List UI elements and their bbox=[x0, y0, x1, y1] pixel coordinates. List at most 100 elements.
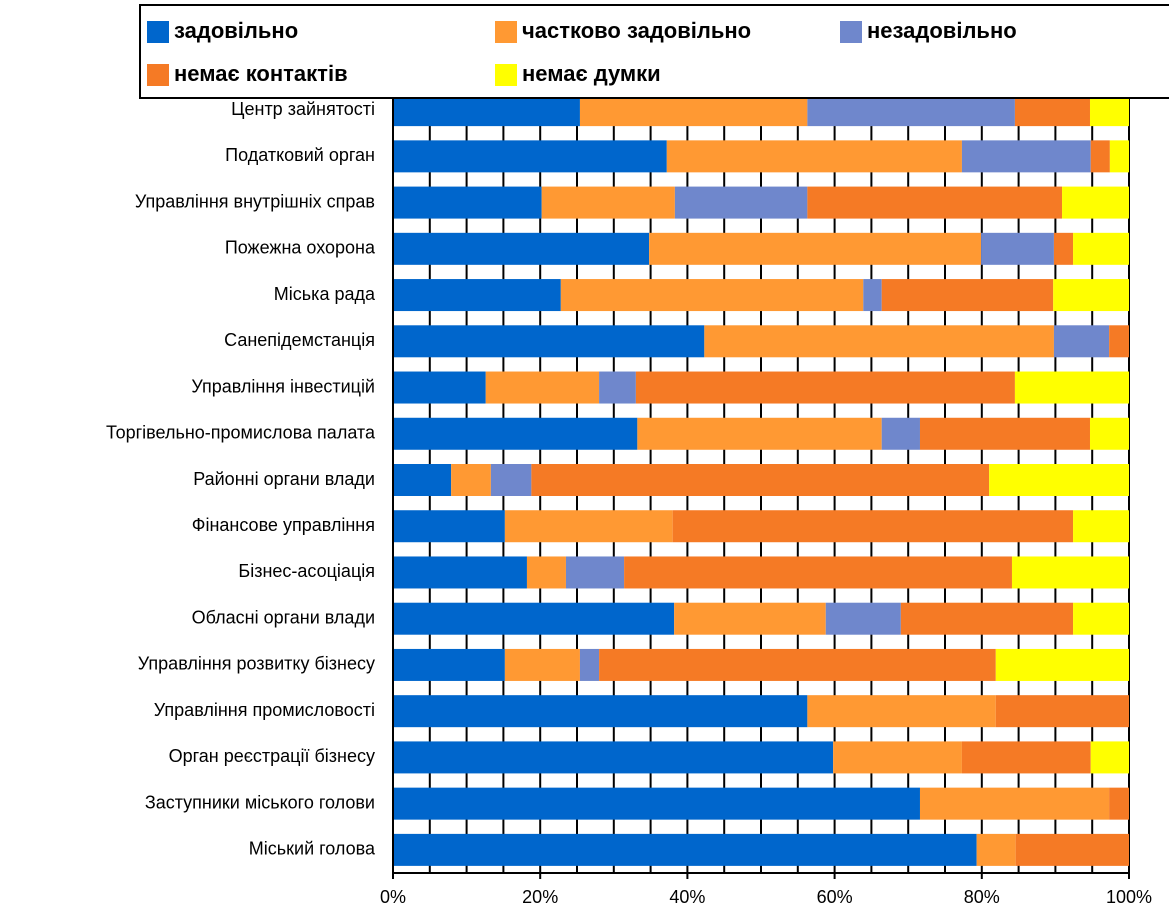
bar-segment bbox=[504, 510, 673, 543]
y-tick-label: Обласні органи влади bbox=[192, 607, 375, 627]
y-tick-label: Міська рада bbox=[274, 284, 376, 304]
bar-segment bbox=[393, 325, 705, 358]
bar-segment bbox=[1014, 94, 1090, 127]
y-tick-label: Пожежна охорона bbox=[225, 238, 376, 258]
bar-segment bbox=[485, 371, 600, 404]
bar-segment bbox=[393, 140, 667, 173]
bar-segment bbox=[981, 232, 1054, 265]
bar-segment bbox=[961, 140, 1091, 173]
bar-segment bbox=[672, 510, 1074, 543]
bar-segment bbox=[393, 417, 638, 450]
bar-segment bbox=[1109, 140, 1129, 173]
y-tick-label: Фінансове управління bbox=[192, 515, 375, 535]
bar-segment bbox=[1015, 833, 1129, 866]
y-tick-label: Торгівельно-промислова палата bbox=[106, 423, 376, 443]
bar-segment bbox=[526, 556, 566, 589]
bar-segment bbox=[961, 741, 1091, 774]
bar-segment bbox=[393, 556, 527, 589]
legend-box bbox=[139, 4, 1169, 99]
y-tick-label: Бізнес-асоціація bbox=[238, 561, 375, 581]
bar-segment bbox=[393, 787, 920, 820]
bar-segment bbox=[393, 371, 486, 404]
y-tick-label: Орган реєстрації бізнесу bbox=[169, 746, 375, 766]
y-tick-label: Районні органи влади bbox=[193, 469, 375, 489]
bar-segment bbox=[579, 94, 808, 127]
bar-segment bbox=[393, 741, 834, 774]
bar-segment bbox=[635, 371, 1015, 404]
bar-segment bbox=[649, 232, 982, 265]
bar-segment bbox=[1109, 325, 1129, 358]
bar-segment bbox=[599, 371, 636, 404]
bar-segment bbox=[393, 602, 675, 635]
bar-segment bbox=[863, 279, 882, 312]
bar-segment bbox=[393, 695, 808, 728]
x-tick-label: 100% bbox=[1106, 887, 1152, 907]
bar-segment bbox=[1053, 279, 1129, 312]
bar-segment bbox=[919, 417, 1090, 450]
bar-segment bbox=[1053, 325, 1110, 358]
legend-swatch bbox=[840, 21, 862, 43]
bar-segment bbox=[393, 510, 505, 543]
legend-label: немає контактів bbox=[174, 61, 348, 86]
y-tick-label: Управління інвестицій bbox=[191, 376, 375, 396]
bar-segment bbox=[833, 741, 962, 774]
bar-segment bbox=[1014, 371, 1129, 404]
legend-swatch bbox=[147, 64, 169, 86]
bar-segment bbox=[704, 325, 1054, 358]
bar-segment bbox=[393, 279, 561, 312]
bar-segment bbox=[674, 602, 826, 635]
bar-segment bbox=[393, 464, 452, 496]
bar-segment bbox=[1073, 602, 1129, 635]
bar-segment bbox=[881, 279, 1054, 312]
bar-segment bbox=[995, 648, 1129, 681]
bar-segment bbox=[807, 695, 996, 728]
bar-segment bbox=[637, 417, 882, 450]
x-tick-label: 60% bbox=[817, 887, 853, 907]
bar-segment bbox=[976, 833, 1016, 866]
x-tick-label: 20% bbox=[522, 887, 558, 907]
legend-label: задовільно bbox=[174, 18, 298, 43]
bar-segment bbox=[504, 648, 580, 681]
bar-segment bbox=[1011, 556, 1129, 589]
y-tick-label: Податковий орган bbox=[225, 145, 375, 165]
bar-segment bbox=[624, 556, 1012, 589]
y-tick-label: Санепідемстанція bbox=[224, 330, 375, 350]
bar-segment bbox=[881, 417, 920, 450]
bar-segment bbox=[1062, 186, 1129, 219]
bar-segment bbox=[666, 140, 962, 173]
bar-segment bbox=[565, 556, 625, 589]
bar-segment bbox=[1073, 510, 1129, 543]
bar-segment bbox=[393, 833, 977, 866]
bar-segment bbox=[560, 279, 864, 312]
bar-segment bbox=[451, 464, 491, 496]
legend-swatch bbox=[495, 21, 517, 43]
bar-segment bbox=[393, 648, 505, 681]
x-tick-label: 0% bbox=[380, 887, 406, 907]
bar-segment bbox=[1109, 787, 1129, 820]
bar-segment bbox=[807, 94, 1015, 127]
bar-segment bbox=[807, 186, 1063, 219]
y-tick-label: Управління внутрішніх справ bbox=[135, 191, 375, 211]
y-tick-label: Центр зайнятості bbox=[231, 99, 375, 119]
bar-segment bbox=[1089, 417, 1129, 450]
bar-segment bbox=[674, 186, 808, 219]
legend-label: немає думки bbox=[522, 61, 661, 86]
bar-segment bbox=[490, 464, 532, 496]
bar-segment bbox=[393, 186, 542, 219]
bar-segment bbox=[1090, 140, 1110, 173]
bar-segment bbox=[531, 464, 990, 496]
bar-segment bbox=[1073, 232, 1129, 265]
x-tick-label: 80% bbox=[964, 887, 1000, 907]
legend-label: частково задовільно bbox=[522, 18, 751, 43]
y-tick-label: Управління промисловості bbox=[154, 700, 375, 720]
y-tick-label: Міський голова bbox=[249, 839, 376, 859]
bar-segment bbox=[541, 186, 675, 219]
bar-segment bbox=[599, 648, 996, 681]
bar-segment bbox=[1089, 94, 1129, 127]
bar-segment bbox=[1053, 232, 1074, 265]
y-tick-label: Управління розвитку бізнесу bbox=[138, 654, 375, 674]
bar-segment bbox=[900, 602, 1074, 635]
bar-segment bbox=[825, 602, 901, 635]
bar-segment bbox=[393, 232, 650, 265]
